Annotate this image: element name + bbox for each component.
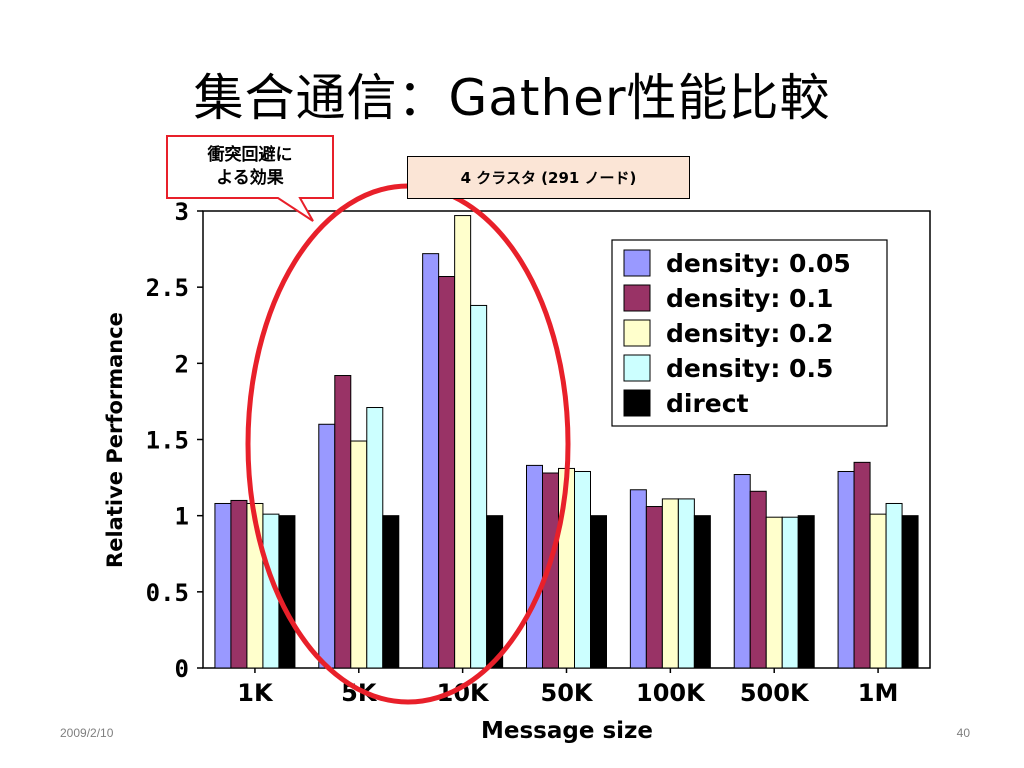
bar-100K-4 <box>693 515 711 669</box>
legend-label: density: 0.2 <box>666 319 833 348</box>
legend-swatch <box>623 249 651 277</box>
legend-swatch <box>623 284 651 312</box>
x-tick-label: 50K <box>541 679 594 707</box>
legend-swatch <box>623 319 651 347</box>
bar-10K-3 <box>470 304 488 669</box>
x-axis-title: Message size <box>481 718 653 744</box>
bar-500K-2 <box>765 516 783 669</box>
legend-swatch <box>623 354 651 382</box>
y-tick-label: 0.5 <box>146 579 189 607</box>
bar-10K-4 <box>486 515 504 669</box>
bar-100K-1 <box>645 506 663 669</box>
legend-swatch <box>623 389 651 417</box>
bar-10K-2 <box>454 215 472 669</box>
bar-5K-2 <box>350 440 368 669</box>
bar-5K-3 <box>366 407 384 669</box>
bar-1M-4 <box>901 515 919 669</box>
bar-5K-1 <box>334 375 352 669</box>
chart-legend: density: 0.05 density: 0.1 density: 0.2 den… <box>611 239 888 427</box>
bar-10K-0 <box>422 253 440 669</box>
bar-1K-1 <box>230 499 248 669</box>
callout-shape <box>166 135 334 222</box>
bar-1K-4 <box>278 515 296 669</box>
bar-1M-0 <box>837 470 855 669</box>
y-tick-label: 3 <box>175 198 189 226</box>
y-tick-label: 1.5 <box>146 427 189 455</box>
y-tick-label: 1 <box>175 503 189 531</box>
bar-1M-1 <box>853 461 871 669</box>
legend-label: density: 0.5 <box>666 354 833 383</box>
bar-100K-0 <box>629 489 647 669</box>
x-tick-label: 500K <box>740 679 810 707</box>
bar-500K-0 <box>733 474 751 669</box>
legend-label: direct <box>666 389 749 418</box>
bar-500K-3 <box>781 516 799 669</box>
bar-5K-0 <box>318 423 336 669</box>
bar-100K-3 <box>677 498 695 669</box>
bar-1M-2 <box>869 513 887 669</box>
y-tick-label: 0 <box>175 655 189 683</box>
y-axis-title: Relative Performance <box>103 312 127 568</box>
callout-bubble <box>166 135 334 222</box>
footer-page-number: 40 <box>956 726 970 740</box>
bar-50K-4 <box>590 515 607 669</box>
x-tick-label: 100K <box>636 679 706 707</box>
bar-1K-0 <box>214 502 232 669</box>
legend-label: density: 0.1 <box>666 284 833 313</box>
bar-10K-1 <box>438 276 456 669</box>
x-tick-label: 1M <box>858 679 899 707</box>
slide-title: 集合通信：Gather性能比較 <box>193 69 831 127</box>
callout-text: 衝突回避に よる効果 <box>167 136 333 198</box>
bar-100K-2 <box>661 498 679 669</box>
bar-50K-3 <box>574 470 591 669</box>
bar-50K-0 <box>526 464 543 669</box>
callout-line-2: よる効果 <box>216 168 284 188</box>
legend-label: density: 0.05 <box>666 249 851 278</box>
bar-1M-3 <box>885 502 903 669</box>
y-tick-label: 2.5 <box>146 274 189 302</box>
bar-500K-1 <box>749 490 767 669</box>
bar-5K-4 <box>382 515 400 669</box>
y-tick-label: 2 <box>175 350 189 378</box>
legend-box <box>611 239 888 427</box>
callout-line-1: 衝突回避に <box>207 145 293 165</box>
cluster-label: 4 クラスタ (291 ノード) <box>407 156 690 199</box>
x-tick-label: 1K <box>237 679 274 707</box>
bar-500K-4 <box>797 515 815 669</box>
footer-date: 2009/2/10 <box>60 726 114 740</box>
